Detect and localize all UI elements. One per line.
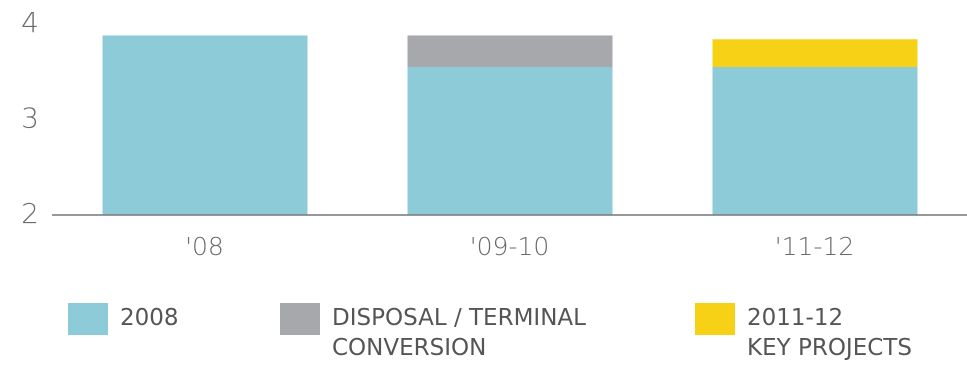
bar-segment — [407, 35, 613, 67]
legend-swatch — [695, 303, 735, 335]
bar-segment — [407, 66, 613, 215]
legend-swatch — [280, 303, 320, 335]
legend-item: 2008 — [68, 303, 179, 335]
legend-label: 2011-12 KEY PROJECTS — [747, 305, 912, 361]
legend-swatch — [68, 303, 108, 335]
legend-label: 2008 — [120, 305, 179, 331]
y-tick-label: 2 — [21, 197, 39, 230]
x-tick-label: '09-10 — [470, 232, 550, 261]
bar-segment — [712, 66, 918, 215]
y-tick-label: 4 — [21, 6, 39, 39]
bar-segment — [712, 39, 918, 67]
legend-item: 2011-12 KEY PROJECTS — [695, 303, 912, 363]
bar-segment — [102, 35, 308, 216]
x-tick-label: '08 — [185, 232, 224, 261]
y-tick-label: 3 — [21, 102, 39, 135]
x-tick-label: '11-12 — [775, 232, 855, 261]
legend-label: DISPOSAL / TERMINAL CONVERSION — [332, 305, 586, 361]
chart: 2 3 4 '08 '09-10 '11-12 — [21, 6, 967, 261]
legend-item: DISPOSAL / TERMINAL CONVERSION — [280, 303, 586, 363]
